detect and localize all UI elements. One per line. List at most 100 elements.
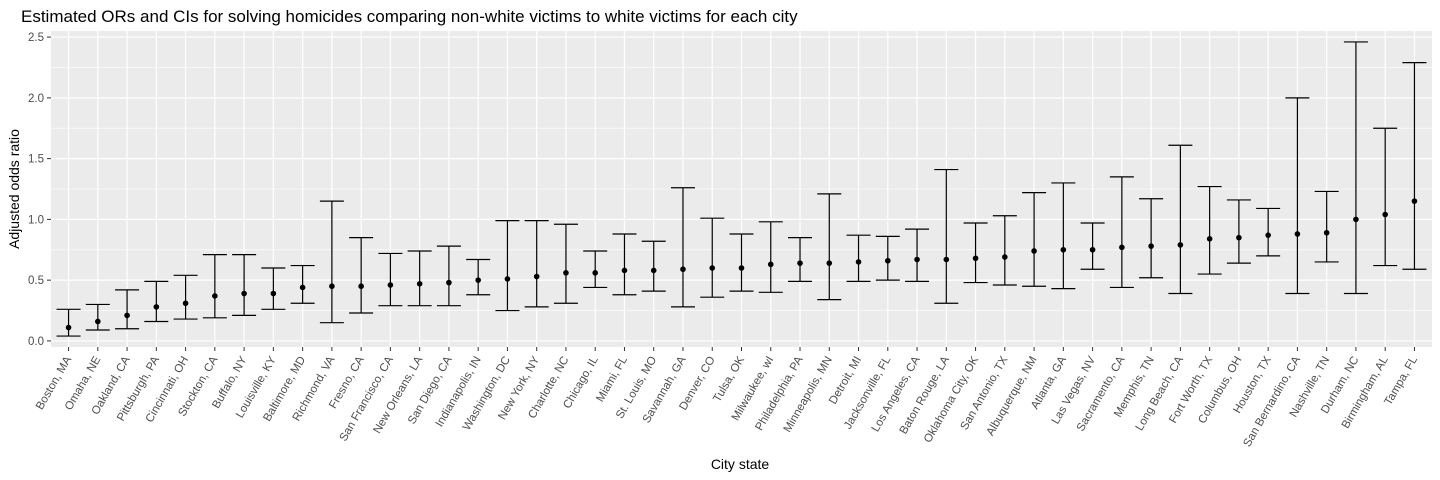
error-bar bbox=[1373, 127, 1398, 267]
error-bar bbox=[612, 233, 637, 296]
x-axis-title: City state bbox=[711, 456, 770, 472]
chart-title: Estimated ORs and CIs for solving homici… bbox=[21, 7, 798, 26]
point bbox=[826, 260, 833, 266]
point bbox=[914, 256, 920, 263]
point bbox=[241, 290, 247, 297]
point bbox=[358, 283, 364, 290]
point bbox=[1411, 198, 1418, 204]
error-bar bbox=[1109, 176, 1134, 289]
error-bar bbox=[202, 254, 227, 319]
point bbox=[767, 261, 774, 268]
error-bar bbox=[758, 221, 783, 293]
point bbox=[299, 284, 306, 291]
y-tick-label: 2.0 bbox=[28, 93, 44, 105]
error-bar bbox=[846, 234, 871, 282]
error-bar bbox=[583, 250, 608, 289]
point bbox=[1382, 211, 1388, 218]
y-tick-label: 0.0 bbox=[28, 336, 44, 348]
y-axis-title: Adjusted odds ratio bbox=[6, 129, 22, 249]
point bbox=[182, 300, 189, 307]
point bbox=[1236, 234, 1242, 241]
error-bar bbox=[85, 303, 110, 331]
error-bar bbox=[1080, 222, 1105, 270]
error-bar bbox=[1051, 182, 1076, 290]
error-bar bbox=[1343, 41, 1368, 295]
point bbox=[1089, 246, 1096, 253]
error-bar bbox=[700, 217, 725, 298]
y-axis: 0.0 0.5 1.0 1.5 2.0 2.5 bbox=[28, 32, 51, 348]
error-bar bbox=[905, 228, 930, 282]
error-bar bbox=[1256, 207, 1281, 257]
point bbox=[1177, 242, 1184, 248]
point bbox=[95, 318, 101, 325]
point bbox=[446, 279, 452, 286]
error-bar bbox=[144, 280, 169, 323]
error-bar bbox=[670, 187, 695, 308]
point bbox=[1002, 254, 1008, 260]
error-bar bbox=[232, 254, 257, 316]
point bbox=[1323, 229, 1330, 236]
error-bar bbox=[1197, 185, 1222, 275]
point bbox=[680, 266, 686, 273]
error-bar bbox=[1139, 198, 1164, 279]
point bbox=[709, 265, 716, 271]
point bbox=[1294, 231, 1301, 237]
y-tick-label: 1.5 bbox=[28, 154, 44, 166]
error-bar bbox=[963, 222, 988, 284]
error-bar bbox=[1226, 199, 1251, 264]
error-bar bbox=[378, 252, 403, 307]
error-bar bbox=[349, 237, 374, 314]
point bbox=[124, 312, 130, 319]
x-tick-label: Oklahoma City, OK bbox=[922, 354, 981, 445]
point bbox=[1206, 236, 1213, 242]
y-tick-label: 0.5 bbox=[28, 275, 44, 287]
point bbox=[1119, 244, 1125, 251]
point bbox=[972, 255, 979, 262]
error-bar bbox=[817, 193, 842, 301]
points bbox=[65, 198, 1418, 331]
error-bar bbox=[1022, 192, 1047, 287]
point bbox=[212, 293, 218, 299]
error-bar bbox=[466, 258, 491, 296]
error-bar bbox=[407, 250, 432, 307]
point bbox=[504, 276, 511, 282]
y-tick-label: 2.5 bbox=[28, 32, 44, 44]
point bbox=[1265, 232, 1271, 238]
error-bar bbox=[290, 264, 315, 304]
point bbox=[797, 260, 803, 266]
error-bar bbox=[788, 237, 813, 282]
error-bar bbox=[1402, 61, 1427, 270]
point bbox=[621, 267, 628, 274]
point bbox=[153, 304, 160, 310]
error-bar bbox=[1168, 144, 1193, 295]
point bbox=[855, 259, 862, 265]
error-bar bbox=[436, 245, 461, 307]
point bbox=[943, 256, 950, 263]
point bbox=[416, 281, 423, 287]
y-tick-label: 1.0 bbox=[28, 214, 44, 226]
point bbox=[65, 324, 72, 331]
point bbox=[533, 273, 540, 280]
error-bar bbox=[729, 233, 754, 292]
point bbox=[592, 270, 599, 276]
point bbox=[1353, 216, 1359, 223]
point bbox=[1031, 248, 1037, 254]
error-bar bbox=[115, 289, 140, 330]
point bbox=[475, 277, 481, 283]
error-bar bbox=[261, 267, 286, 310]
error-bar bbox=[319, 200, 344, 324]
point bbox=[1148, 243, 1154, 249]
error-bar bbox=[495, 220, 520, 312]
error-bar bbox=[992, 215, 1017, 286]
point bbox=[563, 270, 569, 276]
error-bar bbox=[1314, 190, 1339, 263]
x-tick-label: San Francisco, CA bbox=[338, 354, 396, 443]
error-bar bbox=[173, 274, 198, 320]
point bbox=[884, 257, 891, 264]
error-bar bbox=[524, 220, 549, 308]
point bbox=[650, 267, 657, 274]
point bbox=[270, 290, 277, 297]
error-bar bbox=[934, 168, 959, 304]
